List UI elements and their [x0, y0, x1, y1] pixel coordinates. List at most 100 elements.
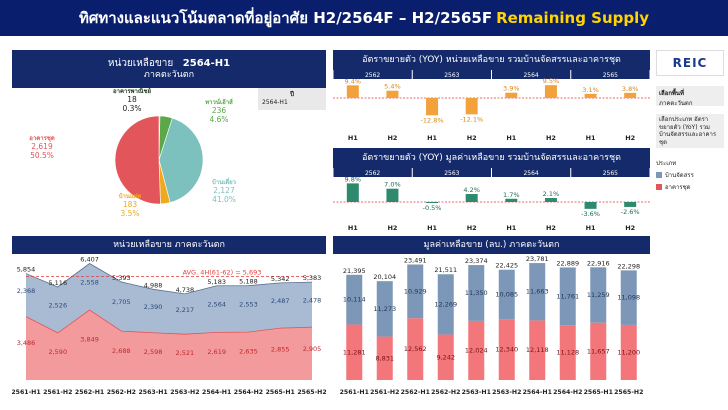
total-label-7: 5,188: [239, 278, 258, 286]
bar-label-5: 2.1%: [543, 190, 560, 198]
pie-slice-4: [114, 115, 161, 205]
condo-label-5: 12,340: [495, 346, 518, 354]
pie-label-value-3: 183: [123, 200, 138, 209]
year-header-bg-2: [492, 70, 571, 79]
bar-7: [624, 202, 637, 207]
units-area-chart: AVG. 4H(61-62) = 5,693 5,854 2,368 3,486 256…: [12, 256, 326, 396]
condo-label-6: 12,118: [526, 346, 549, 354]
housing-bar-8: [590, 267, 607, 323]
legend-swatch-condo: [656, 184, 662, 190]
bar-0: [346, 85, 359, 98]
year-header-bg-1: [412, 168, 491, 177]
bar-4: [505, 198, 518, 202]
pie-title-year: 2564-H1: [182, 58, 231, 70]
yoy-units-title: อัตราขยายตัว (YOY) หน่วยเหลือขาย รวมบ้าน…: [333, 50, 650, 70]
housing-bar-5: [498, 269, 515, 320]
bar-label-3: -12.1%: [460, 115, 483, 123]
bar-4: [505, 92, 518, 98]
bar-label-5: 9.5%: [543, 77, 560, 85]
bar-2: [426, 202, 439, 203]
bar-3: [465, 98, 478, 115]
condo-label-8: 11,657: [587, 347, 610, 355]
total-label-9: 5,383: [303, 274, 322, 282]
condo-label-9: 11,200: [617, 348, 640, 356]
condo-bar-3: [437, 334, 454, 380]
x-tick-7: 2564-H2: [553, 389, 582, 396]
housing-label-1: 11,273: [373, 305, 396, 313]
housing-label-7: 2,553: [239, 301, 258, 309]
housing-label-5: 10,085: [495, 291, 518, 299]
x-tick-6: 2564-H1: [202, 389, 231, 396]
page-banner: ทิศทางและแนวโน้มตลาดที่อยู่อาศัย H2/2564…: [0, 0, 728, 36]
total-label-8: 22,916: [587, 259, 610, 267]
bar-label-0: 9.4%: [345, 77, 362, 85]
condo-label-1: 8,831: [375, 354, 394, 362]
half-label-7: H2: [625, 134, 635, 142]
bar-label-0: 9.8%: [345, 175, 362, 183]
bar-label-6: 3.1%: [582, 86, 599, 94]
year-header-1: 2563: [444, 170, 459, 177]
pie-label-name-3: บ้านแฝด: [119, 192, 142, 200]
bar-label-1: 5.4%: [384, 83, 401, 91]
avg-label: AVG. 4H(61-62) = 5,693: [183, 268, 262, 276]
pie-label-name-4: อาคารชุด: [29, 135, 55, 142]
total-label-3: 21,511: [434, 266, 457, 274]
legend-swatch-housing: [656, 172, 662, 178]
total-label-6: 23,781: [526, 255, 549, 263]
bar-0: [346, 183, 359, 202]
year-header-bg-0: [333, 168, 412, 177]
bar-label-2: -12.8%: [421, 116, 444, 124]
bar-label-3: 4.2%: [463, 186, 480, 194]
total-label-0: 21,395: [343, 267, 366, 275]
legend-label-housing: บ้านจัดสรร: [665, 172, 694, 179]
bar-6: [584, 93, 597, 98]
condo-label-7: 11,128: [556, 349, 579, 357]
reic-logo-text: REIC: [672, 56, 708, 70]
yoy-value-chart: 2562 2563 2564 2565 9.8% H1 7.0% H2 -0.5% H1 4.2% H…: [333, 168, 650, 232]
x-tick-4: 2563-H1: [462, 389, 491, 396]
type-select[interactable]: เลือกประเภท อัตราขยายตัว (YoY) รวมบ้านจั…: [656, 114, 724, 148]
condo-bar-7: [559, 325, 576, 380]
pie-slice-2: [158, 117, 204, 203]
condo-label-0: 11,281: [343, 348, 366, 356]
housing-label-9: 11,098: [617, 294, 640, 302]
legend: ประเภท บ้านจัดสรร อาคารชุด: [656, 158, 724, 192]
area-condo: [26, 310, 312, 380]
half-label-3: H2: [467, 224, 477, 232]
condo-label-4: 12,024: [465, 346, 488, 354]
half-label-2: H1: [427, 224, 437, 232]
pie-title-label: หน่วยเหลือขาย: [107, 58, 174, 70]
reic-logo: REIC: [656, 50, 724, 76]
bar-label-4: 3.9%: [503, 85, 520, 93]
year-header-bg-1: [412, 70, 491, 79]
legend-item-housing: บ้านจัดสรร: [656, 170, 724, 180]
line-condo: [25, 309, 313, 335]
half-label-0: H1: [348, 134, 358, 142]
banner-title-english: Remaining Supply: [496, 9, 650, 27]
half-label-1: H2: [387, 134, 397, 142]
x-tick-7: 2564-H2: [234, 389, 263, 396]
region-select-value: ภาคตะวันตก: [659, 100, 693, 107]
housing-label-3: 12,269: [434, 300, 457, 308]
half-label-7: H2: [625, 224, 635, 232]
year-filter[interactable]: ปี 2564-H1: [258, 88, 326, 110]
condo-bar-8: [590, 322, 607, 380]
total-label-8: 5,342: [271, 275, 290, 283]
total-label-4: 4,988: [144, 281, 163, 289]
housing-bar-2: [407, 264, 424, 319]
bar-1: [386, 188, 399, 202]
housing-label-0: 2,368: [17, 287, 36, 295]
pie-label-value-2: 2,127: [213, 186, 235, 195]
x-tick-3: 2562-H2: [107, 389, 136, 396]
x-tick-5: 2563-H2: [170, 389, 199, 396]
housing-label-2: 2,558: [80, 278, 99, 286]
half-label-5: H2: [546, 134, 556, 142]
total-label-2: 23,491: [404, 257, 427, 265]
housing-label-9: 2,478: [303, 296, 322, 304]
region-select[interactable]: เลือกพื้นที่ ภาคตะวันตก: [656, 86, 724, 107]
x-tick-1: 2561-H2: [43, 389, 72, 396]
bar-2: [426, 98, 439, 116]
total-label-9: 22,298: [617, 262, 640, 270]
bar-label-7: 3.8%: [622, 85, 639, 93]
x-tick-9: 2565-H2: [614, 389, 643, 396]
